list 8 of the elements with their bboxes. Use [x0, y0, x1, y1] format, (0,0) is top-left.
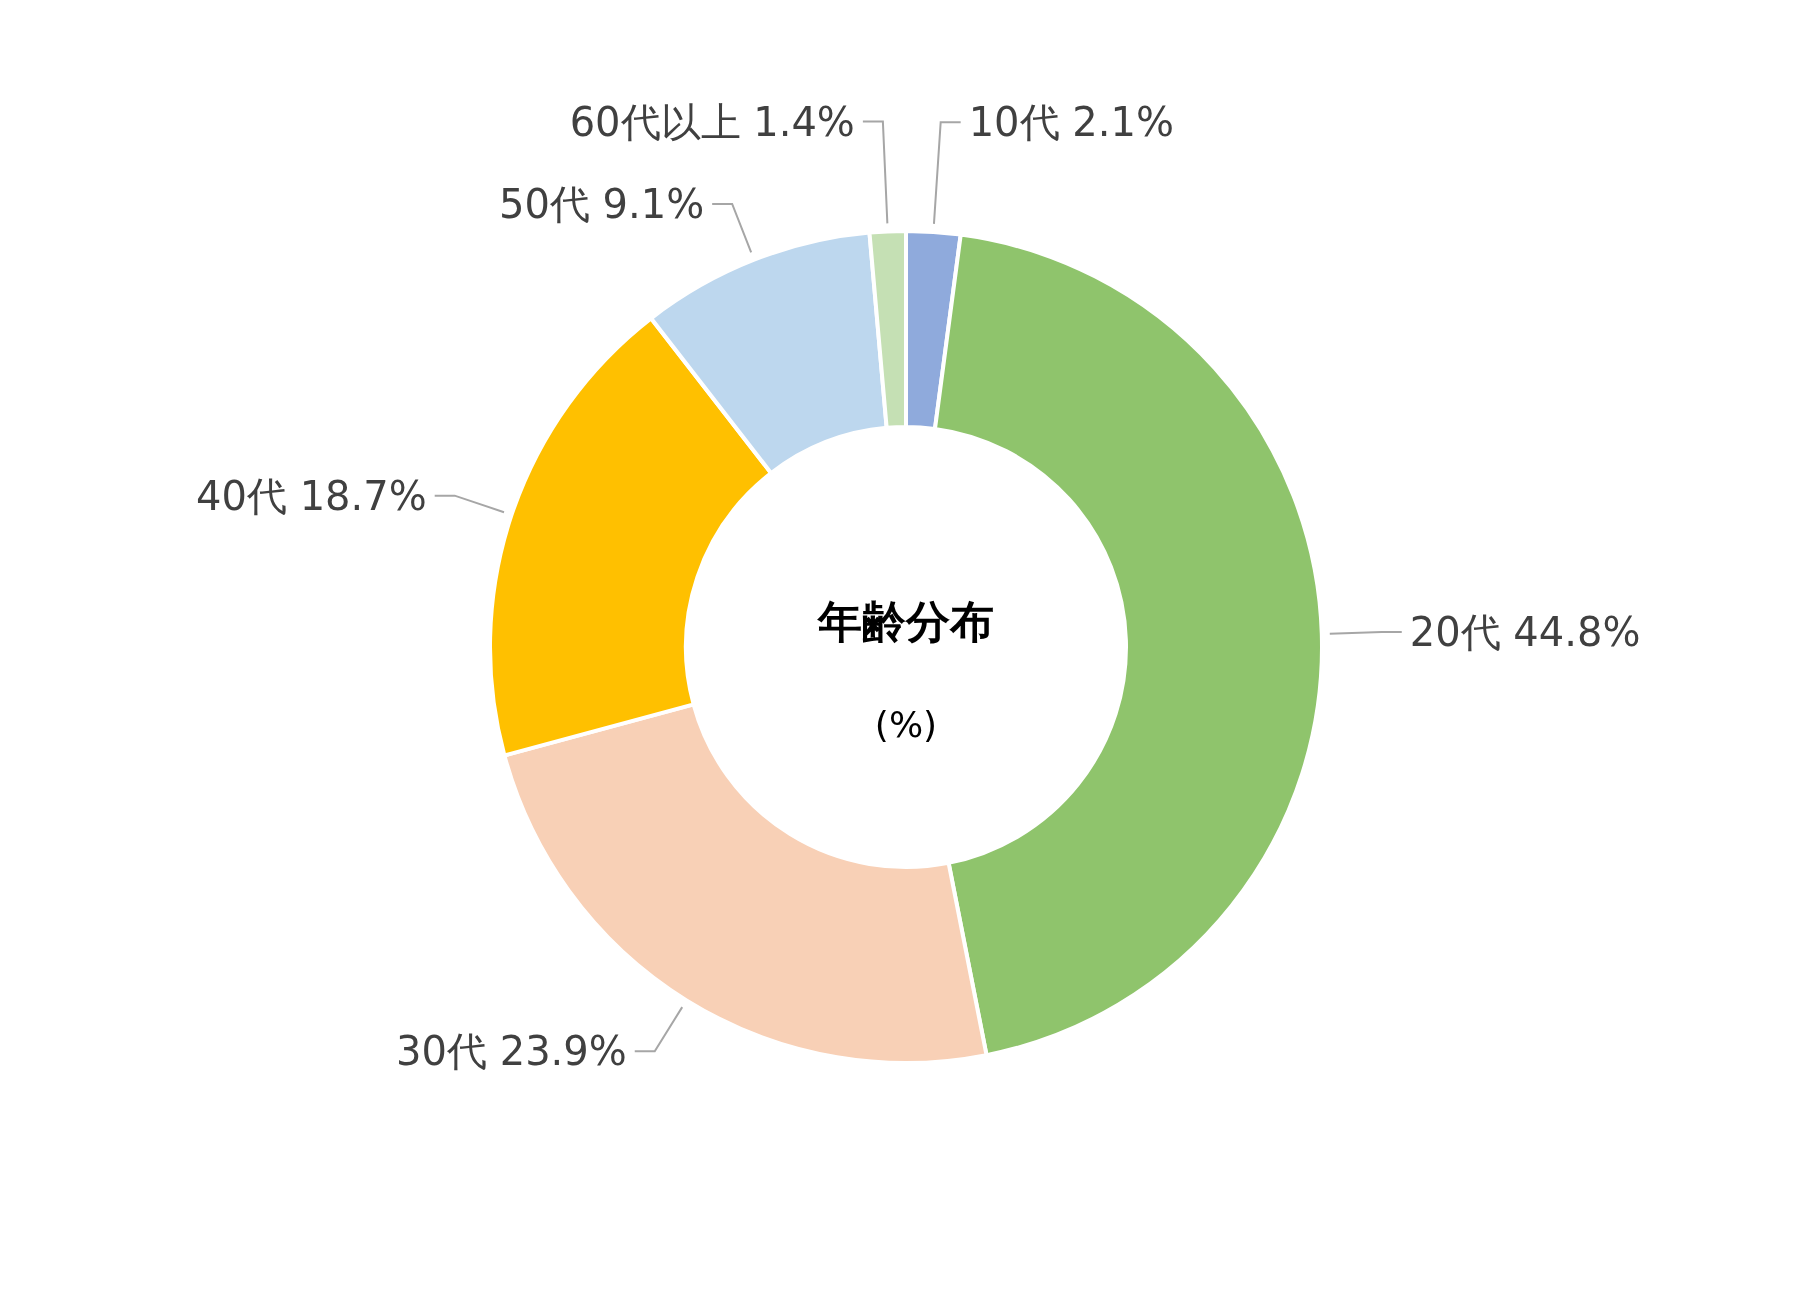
- slice-label: 50代 9.1%: [498, 180, 705, 227]
- text: (%): [874, 704, 938, 745]
- text: 年齢分布: [817, 596, 994, 647]
- slice-label: 10代 2.1%: [968, 99, 1174, 146]
- slice-label: 60代以上 1.4%: [569, 98, 855, 145]
- slice-label: 20代 44.8%: [1409, 609, 1641, 656]
- slice-label: 30代 23.9%: [396, 1028, 627, 1075]
- slice-label: 40代 18.7%: [196, 472, 427, 519]
